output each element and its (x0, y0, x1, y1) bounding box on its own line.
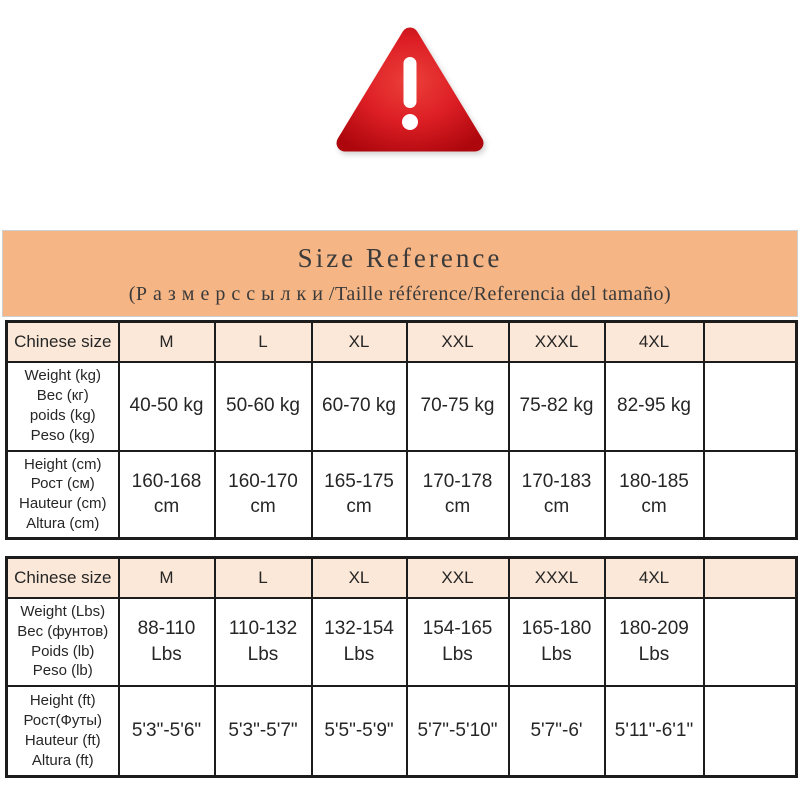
weight-lbs-value-cell: 165-180 Lbs (507, 596, 606, 687)
height-ft-label-cell: Height (ft) Рост(Футы) Hauteur (ft) Altu… (5, 684, 120, 778)
height-cm-value-cell: 180-185 cm (603, 449, 705, 540)
row-label-line: poids (kg) (29, 407, 96, 424)
weight-kg-value-cell: 82-95 kg (603, 360, 705, 452)
size-header-row: Chinese size M L XL XXL XXXL 4XL (5, 556, 798, 599)
height-ft-row: Height (ft) Рост(Футы) Hauteur (ft) Altu… (5, 684, 798, 778)
weight-lbs-value-cell: 154-165 Lbs (405, 596, 510, 687)
size-header-cell: M (117, 320, 216, 363)
page-subtitle: (Р а з м е р с с ы л к и /Taille référen… (128, 283, 672, 305)
height-ft-value-cell: 5'11"-6'1" (603, 684, 705, 778)
size-table-metric: Chinese size M L XL XXL XXXL 4XL Weight … (5, 320, 798, 540)
row-label-line: Weight (Lbs) (20, 602, 106, 620)
row-label-line: Вес (фунтов) (17, 622, 109, 640)
row-label-line: Weight (kg) (24, 367, 101, 385)
size-table-imperial: Chinese size M L XL XXL XXXL 4XL Weight … (5, 556, 798, 778)
weight-lbs-value-cell: 180-209 Lbs (603, 596, 705, 687)
size-header-cell: 4XL (603, 320, 705, 363)
height-cm-value-cell: 160-170 cm (213, 449, 313, 540)
row-label-line: Peso (kg) (30, 426, 95, 444)
size-header-cell: XL (310, 320, 408, 363)
empty-cell (702, 596, 798, 687)
weight-lbs-value-cell: 110-132 Lbs (213, 596, 313, 687)
weight-kg-value-cell: 70-75 kg (405, 360, 510, 452)
height-cm-value-cell: 170-183 cm (507, 449, 606, 540)
weight-kg-row: Weight (kg) Вес (кг) poids (kg) Peso (kg… (5, 360, 798, 452)
size-header-cell: XXL (405, 556, 510, 599)
size-header-cell (702, 320, 798, 363)
row-label-line: Рост (см) (30, 475, 95, 493)
empty-cell (702, 684, 798, 778)
size-header-cell: M (117, 556, 216, 599)
weight-kg-value-cell: 75-82 kg (507, 360, 606, 452)
height-ft-value-cell: 5'7"-6' (507, 684, 606, 778)
empty-cell (702, 360, 798, 452)
height-ft-value-cell: 5'3"-5'7" (213, 684, 313, 778)
row-label-line: Рост(Футы) (23, 711, 103, 729)
weight-lbs-value-cell: 88-110 Lbs (117, 596, 216, 687)
height-cm-value-cell: 160-168 cm (117, 449, 216, 540)
size-header-cell: XXXL (507, 556, 606, 599)
height-ft-value-cell: 5'3"-5'6" (117, 684, 216, 778)
weight-lbs-row: Weight (Lbs) Вес (фунтов) Poids (lb) Pes… (5, 596, 798, 687)
size-header-cell: L (213, 556, 313, 599)
size-header-row: Chinese size M L XL XXL XXXL 4XL (5, 320, 798, 363)
row-label-line: Poids (lb) (31, 642, 95, 660)
size-header-cell: 4XL (603, 556, 705, 599)
row-label-line: Height (cm) (23, 455, 102, 473)
row-label-line: Peso (lb) (32, 662, 93, 680)
row-label-line: Hauteur (ft) (24, 731, 101, 749)
height-cm-row: Height (cm) Рост (см) Hauteur (cm) Altur… (5, 449, 798, 540)
height-ft-value-cell: 5'7"-5'10" (405, 684, 510, 778)
size-header-cell: L (213, 320, 313, 363)
weight-kg-label-cell: Weight (kg) Вес (кг) poids (kg) Peso (kg… (5, 360, 120, 452)
row-label-line: Altura (cm) (26, 515, 100, 533)
empty-cell (702, 449, 798, 540)
weight-kg-value-cell: 40-50 kg (117, 360, 216, 452)
page-title: Size Reference (297, 243, 503, 273)
weight-kg-value-cell: 60-70 kg (310, 360, 408, 452)
corner-label-cell: Chinese size (5, 556, 120, 599)
weight-kg-value-cell: 50-60 kg (213, 360, 313, 452)
size-header-cell: XL (310, 556, 408, 599)
weight-lbs-value-cell: 132-154 Lbs (310, 596, 408, 687)
size-header-cell: XXXL (507, 320, 606, 363)
height-cm-label-cell: Height (cm) Рост (см) Hauteur (cm) Altur… (5, 449, 120, 540)
corner-label-cell: Chinese size (5, 320, 120, 363)
row-label-line: Altura (ft) (31, 751, 94, 769)
height-cm-value-cell: 170-178 cm (405, 449, 510, 540)
size-header-cell: XXL (405, 320, 510, 363)
row-label-line: Hauteur (cm) (18, 495, 107, 513)
weight-lbs-label-cell: Weight (Lbs) Вес (фунтов) Poids (lb) Pes… (5, 596, 120, 687)
row-label-line: Height (ft) (29, 692, 96, 710)
size-header-cell (702, 556, 798, 599)
warning-triangle-icon (333, 18, 487, 162)
height-cm-value-cell: 165-175 cm (310, 449, 408, 540)
size-reference-header: Size Reference (Р а з м е р с с ы л к и … (2, 230, 798, 317)
height-ft-value-cell: 5'5"-5'9" (310, 684, 408, 778)
row-label-line: Вес (кг) (36, 387, 89, 405)
